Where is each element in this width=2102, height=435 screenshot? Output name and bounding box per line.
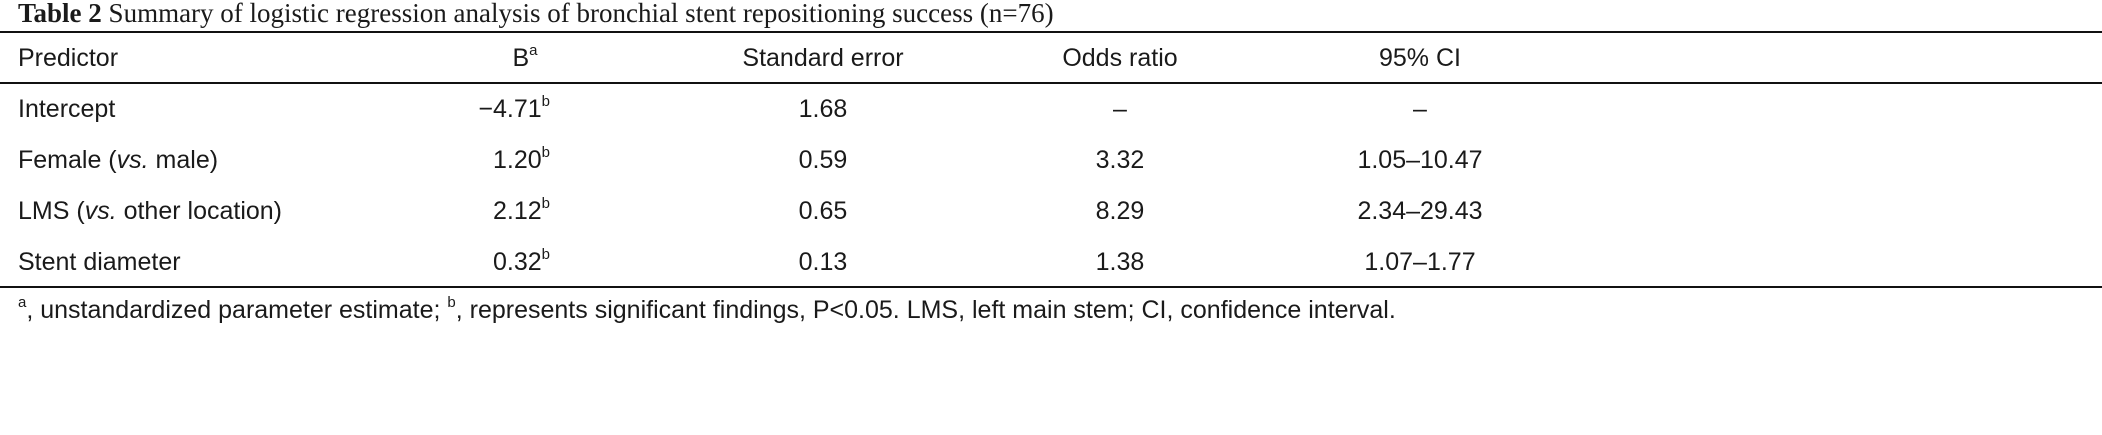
text-run: 95% CI [1379, 44, 1461, 72]
table-cell: 1.05–10.47 [1220, 135, 1620, 185]
text-run: Standard error [742, 44, 904, 72]
text-run: Female ( [18, 146, 117, 174]
text-run: Summary of logistic regression analysis … [101, 0, 1054, 28]
table-cell: Stent diameter [18, 237, 181, 287]
table-cell: 1.38 [920, 237, 1320, 287]
text-run: 1.07–1.77 [1364, 248, 1476, 276]
table-cell: −4.71b [325, 84, 550, 134]
text-run: other location) [116, 197, 283, 225]
text-run: 0.32 [492, 248, 542, 276]
text-run: male) [148, 146, 219, 174]
table-cell: LMS (vs. other location) [18, 186, 282, 236]
table-cell: – [920, 84, 1320, 134]
table-cell: 0.32b [325, 237, 550, 287]
text-run: LMS ( [18, 197, 85, 225]
text-run: Odds ratio [1062, 44, 1178, 72]
superscript: a [529, 42, 538, 59]
text-run: vs. [84, 197, 117, 225]
text-run: – [1413, 95, 1427, 123]
superscript: b [447, 294, 456, 311]
header-cell: Ba [325, 33, 725, 83]
bottom-rule [0, 286, 2102, 288]
table-cell: 1.68 [623, 84, 1023, 134]
header-cell: Standard error [623, 33, 1023, 83]
text-run: 2.12 [492, 197, 542, 225]
table-cell: 1.07–1.77 [1220, 237, 1620, 287]
text-run: 3.32 [1095, 146, 1145, 174]
header-cell: 95% CI [1220, 33, 1620, 83]
text-run: 1.38 [1095, 248, 1145, 276]
text-run: 2.34–29.43 [1357, 197, 1483, 225]
text-run: Intercept [18, 95, 116, 123]
text-run: , unstandardized parameter estimate; [26, 296, 448, 324]
text-run: B [512, 44, 530, 72]
table-cell: 2.34–29.43 [1220, 186, 1620, 236]
table-cell: 2.12b [325, 186, 550, 236]
table-cell: 3.32 [920, 135, 1320, 185]
superscript: b [541, 144, 550, 161]
superscript: b [541, 93, 550, 110]
text-run: 8.29 [1095, 197, 1145, 225]
table-title: Table 2 Summary of logistic regression a… [18, 0, 1054, 28]
text-run: – [1113, 95, 1127, 123]
table-cell: Intercept [18, 84, 115, 134]
text-run: Stent diameter [18, 248, 181, 276]
text-run: 0.59 [798, 146, 848, 174]
text-run: −4.71 [478, 95, 542, 123]
text-run: 1.68 [798, 95, 848, 123]
table-cell: 0.65 [623, 186, 1023, 236]
table-cell: 0.13 [623, 237, 1023, 287]
table-cell: Female (vs. male) [18, 135, 218, 185]
table-cell: 1.20b [325, 135, 550, 185]
header-rule [0, 82, 2102, 84]
text-run: Table 2 [18, 0, 102, 28]
text-run: 0.65 [798, 197, 848, 225]
table-cell: – [1220, 84, 1620, 134]
text-run: , represents significant findings, P<0.0… [455, 296, 1396, 324]
superscript: a [18, 294, 27, 311]
table-cell: 8.29 [920, 186, 1320, 236]
text-run: 1.05–10.47 [1357, 146, 1483, 174]
text-run: Predictor [18, 44, 119, 72]
text-run: 1.20 [492, 146, 542, 174]
header-cell: Odds ratio [920, 33, 1320, 83]
top-rule [0, 31, 2102, 33]
superscript: b [541, 195, 550, 212]
table-cell: 0.59 [623, 135, 1023, 185]
text-run: 0.13 [798, 248, 848, 276]
header-cell: Predictor [18, 33, 118, 83]
superscript: b [541, 246, 550, 263]
footnote: a, unstandardized parameter estimate; b,… [18, 290, 1396, 334]
text-run: vs. [116, 146, 149, 174]
